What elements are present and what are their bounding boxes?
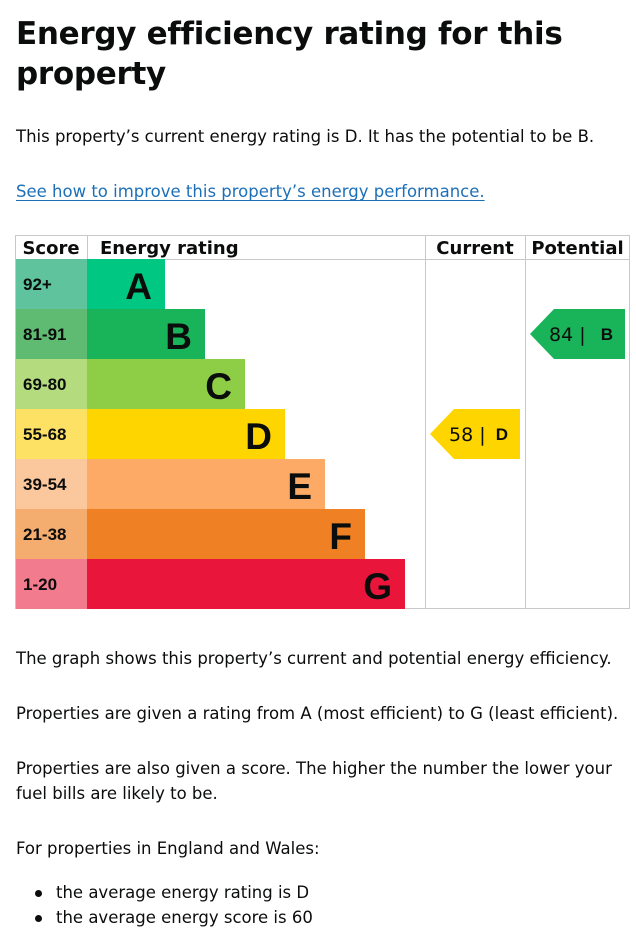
rating-letter-a: A bbox=[125, 266, 152, 307]
current-rating-summary: This property’s current energy rating is… bbox=[16, 127, 595, 146]
header-score: Score bbox=[22, 238, 79, 259]
rating-bar-e bbox=[87, 459, 325, 509]
rating-description: Properties are given a rating from A (mo… bbox=[16, 704, 619, 723]
score-cell-e bbox=[16, 459, 87, 509]
potential-score: 84 | bbox=[549, 324, 586, 346]
list-item-average-rating: the average energy rating is D bbox=[16, 880, 313, 905]
list-item-average-score: the average energy score is 60 bbox=[16, 905, 313, 930]
rating-bar-f bbox=[87, 509, 365, 559]
page-title: Energy efficiency rating for this proper… bbox=[16, 16, 563, 92]
score-cell-f bbox=[16, 509, 87, 559]
region-intro: For properties in England and Wales: bbox=[16, 839, 320, 858]
current-score: 58 | bbox=[449, 424, 486, 446]
rating-letter-g: G bbox=[363, 566, 392, 607]
rating-letter-e: E bbox=[287, 466, 312, 507]
score-description: Properties are also given a score. The h… bbox=[16, 759, 612, 803]
improve-link-paragraph: See how to improve this property’s energ… bbox=[16, 179, 626, 204]
score-cell-c bbox=[16, 359, 87, 409]
rating-letter-f: F bbox=[329, 516, 352, 557]
energy-rating-chart: Score Energy rating Current Potential 92+ A 81… bbox=[15, 235, 630, 609]
header-energy-rating: Energy rating bbox=[100, 238, 239, 259]
rating-bar-a bbox=[87, 259, 165, 309]
score-range-f: 21-38 bbox=[23, 525, 66, 544]
score-range-d: 55-68 bbox=[23, 425, 66, 444]
averages-list: the average energy rating is D the avera… bbox=[16, 880, 313, 930]
score-range-c: 69-80 bbox=[23, 375, 66, 394]
score-range-e: 39-54 bbox=[23, 475, 67, 494]
rating-bar-c bbox=[87, 359, 245, 409]
graph-description: The graph shows this property’s current … bbox=[16, 649, 612, 668]
rating-letter-b: B bbox=[165, 316, 192, 357]
current-pointer bbox=[430, 409, 520, 459]
potential-pointer bbox=[530, 309, 625, 359]
score-range-b: 81-91 bbox=[23, 325, 66, 344]
rating-letter-d: D bbox=[245, 416, 272, 457]
rating-letter-c: C bbox=[205, 366, 232, 407]
potential-band: B bbox=[601, 325, 613, 344]
improve-energy-performance-link[interactable]: See how to improve this property’s energ… bbox=[16, 182, 485, 201]
score-range-g: 1-20 bbox=[23, 575, 57, 594]
score-cell-g bbox=[16, 559, 87, 609]
score-cell-a bbox=[16, 259, 87, 309]
rating-bar-d bbox=[87, 409, 285, 459]
current-band: D bbox=[496, 425, 508, 444]
rating-bar-g bbox=[87, 559, 405, 609]
score-cell-d bbox=[16, 409, 87, 459]
header-potential: Potential bbox=[531, 238, 623, 259]
header-current: Current bbox=[436, 238, 514, 259]
rating-bar-b bbox=[87, 309, 205, 359]
score-range-a: 92+ bbox=[23, 275, 52, 294]
score-cell-b bbox=[16, 309, 87, 359]
